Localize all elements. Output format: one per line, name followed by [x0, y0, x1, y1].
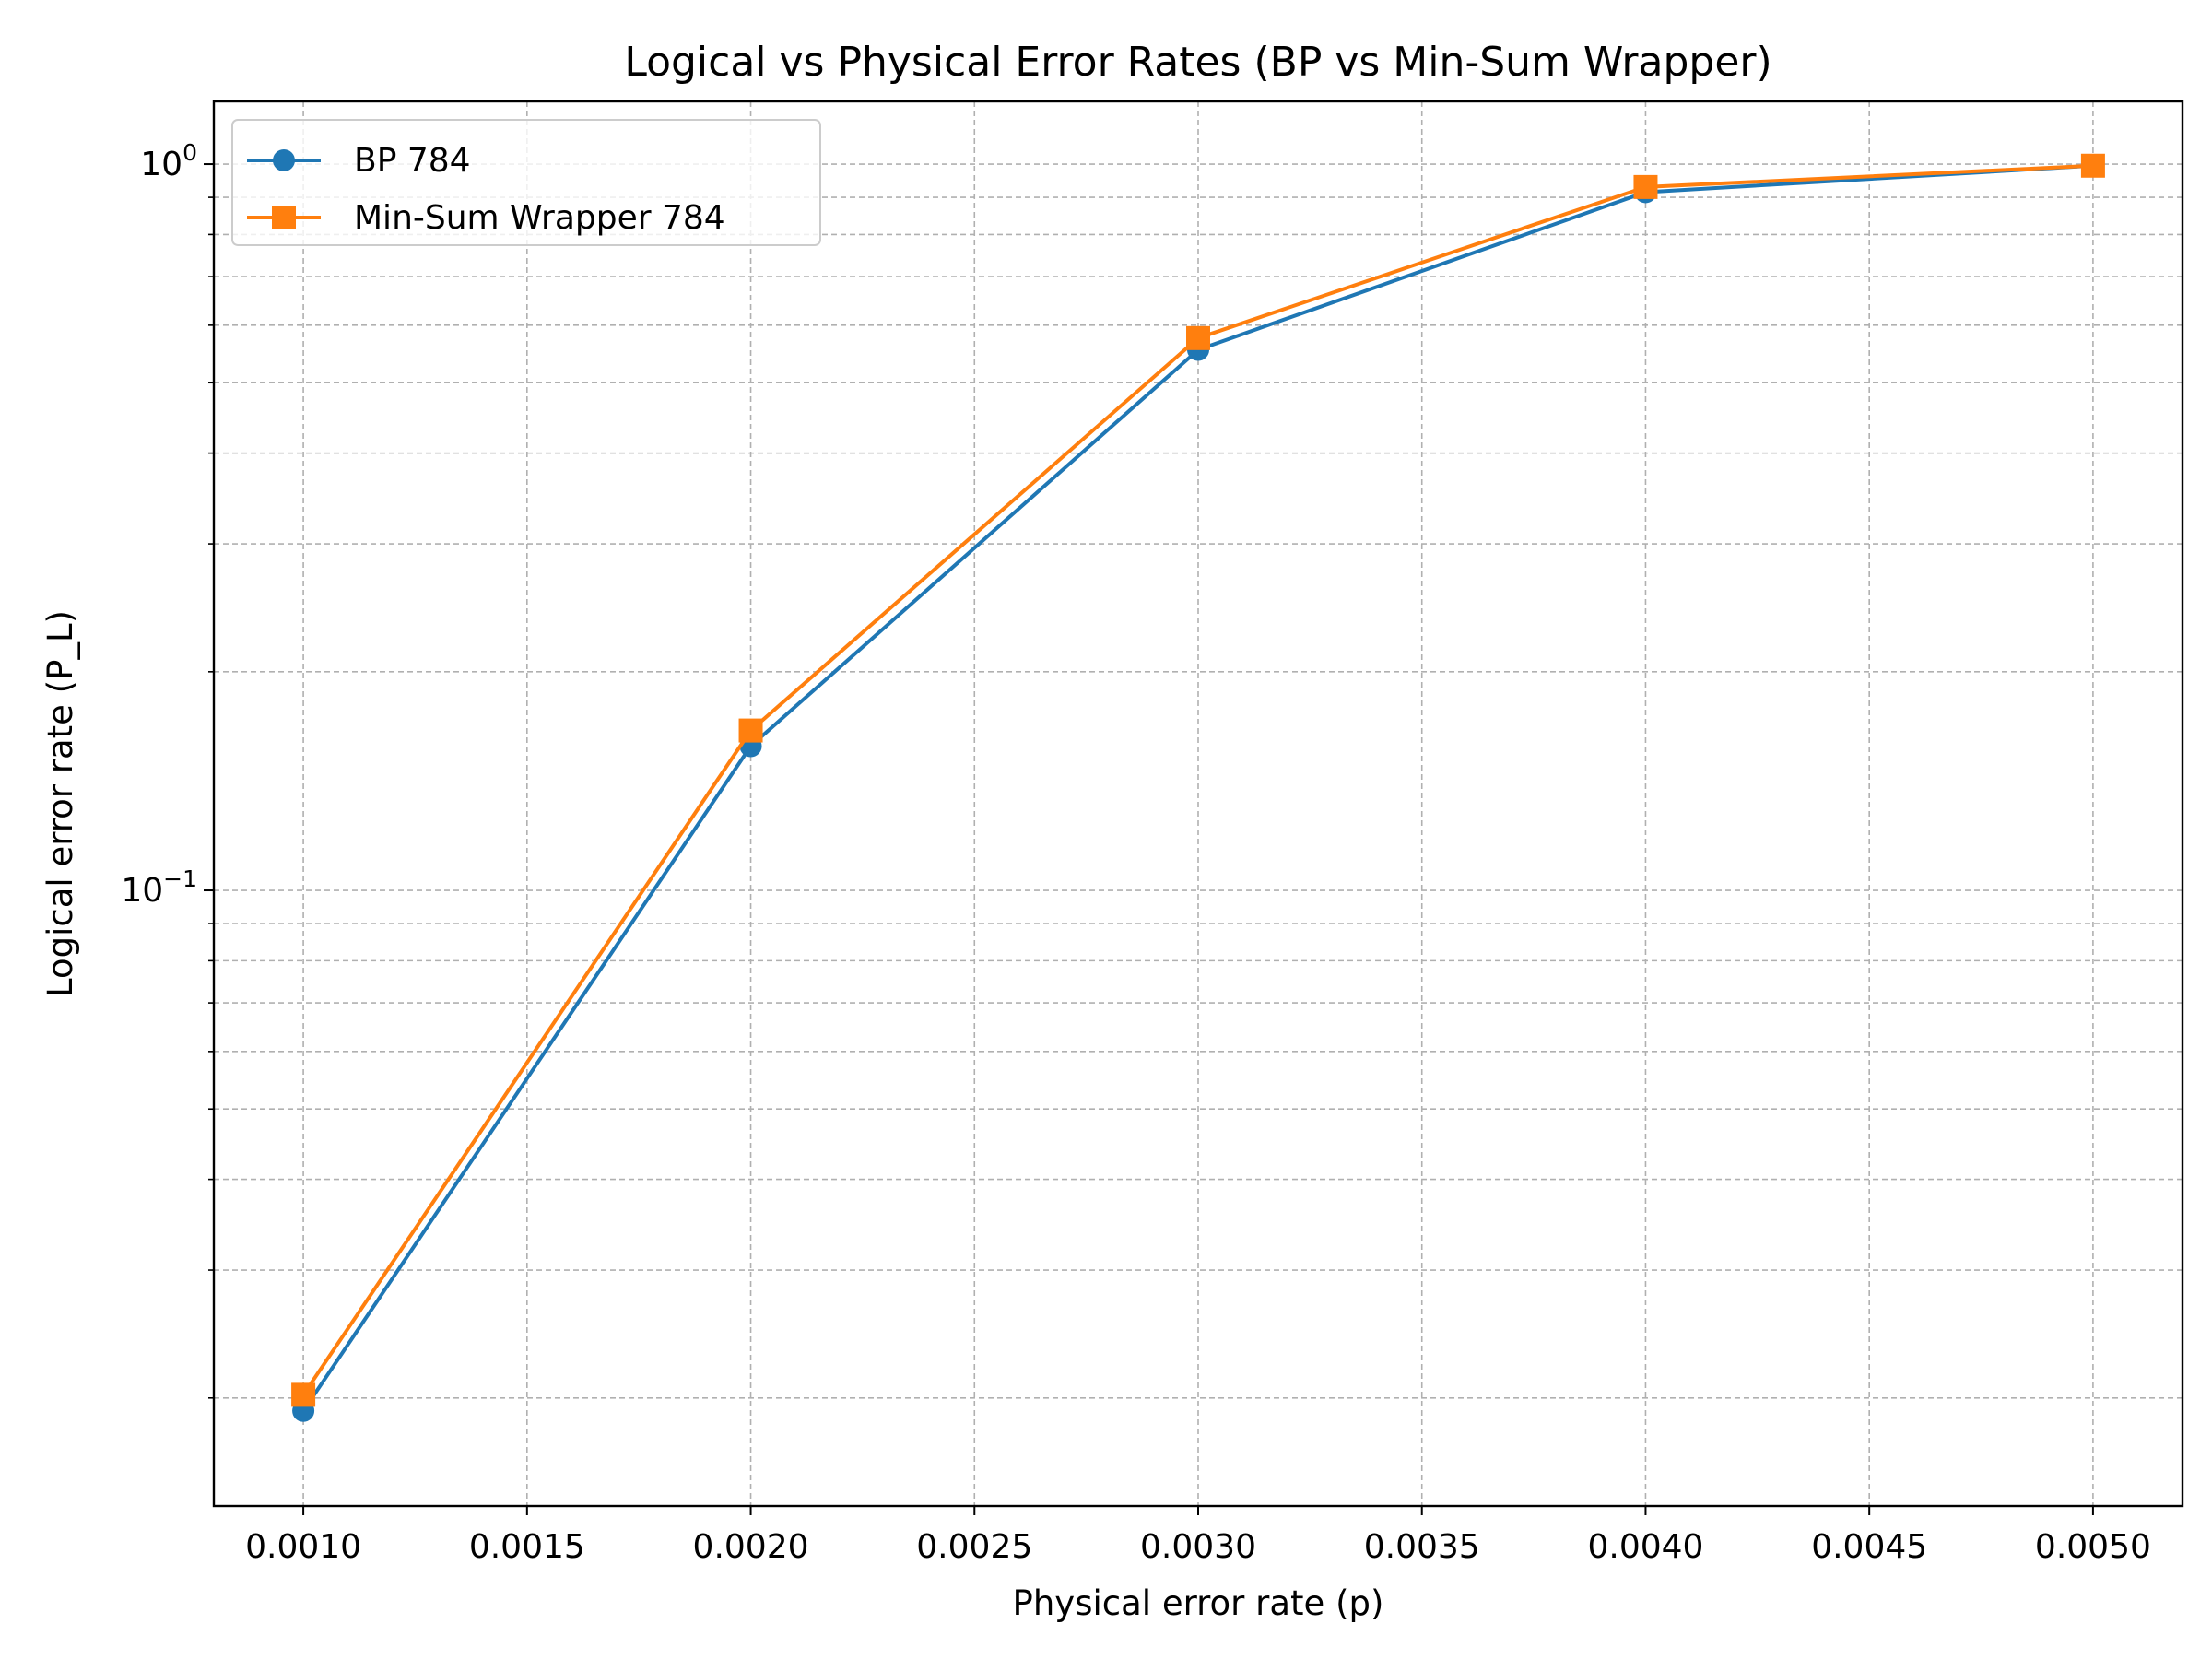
data-point-2	[1186, 325, 1210, 350]
x-tick-label: 0.0035	[1364, 1528, 1480, 1566]
x-tick-label: 0.0010	[245, 1528, 361, 1566]
x-tick-label: 0.0015	[469, 1528, 585, 1566]
x-tick-label: 0.0020	[693, 1528, 809, 1566]
y-tick-label: 10−1	[121, 865, 197, 910]
legend-marker-1	[273, 149, 295, 171]
legend-label-2: Min-Sum Wrapper 784	[354, 199, 725, 237]
legend-label-1: BP 784	[354, 142, 471, 180]
y-tick-label: 100	[140, 139, 197, 183]
tick-layer: 0.0010 0.0015 0.0020 0.0025 0.0030 0.0035 0.00…	[121, 139, 2151, 1566]
x-tick-label: 0.0050	[2035, 1528, 2151, 1566]
y-axis-label: Logical error rate (P_L)	[41, 610, 80, 997]
legend-marker-2	[272, 206, 296, 229]
x-tick-label: 0.0045	[1811, 1528, 1927, 1566]
grid-layer	[214, 101, 2183, 1506]
legend: BP 784 Min-Sum Wrapper 784	[231, 119, 821, 246]
data-point-2	[738, 718, 763, 743]
legend-box	[231, 119, 821, 246]
x-tick-label: 0.0040	[1587, 1528, 1703, 1566]
data-point-2	[291, 1382, 316, 1407]
data-point-2	[2080, 153, 2105, 178]
x-tick-label: 0.0030	[1140, 1528, 1256, 1566]
x-tick-label: 0.0025	[916, 1528, 1032, 1566]
series-layer	[291, 153, 2105, 1422]
data-point-2	[1633, 174, 1658, 199]
chart-title: Logical vs Physical Error Rates (BP vs M…	[624, 39, 1771, 86]
x-axis-label: Physical error rate (p)	[1013, 1583, 1384, 1623]
